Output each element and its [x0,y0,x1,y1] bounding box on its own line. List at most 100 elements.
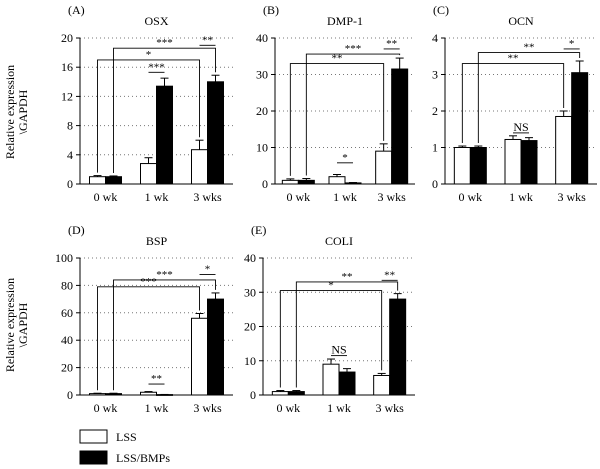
y-tick-label: 0 [67,388,73,402]
panel-title: COLI [325,234,353,248]
y-tick-label: 0 [67,177,73,191]
y-tick-label: 4 [432,31,438,45]
bar-lss [504,138,522,185]
panel-title: DMP-1 [327,14,363,28]
y-axis-title-line-2: \GAPDH [16,302,30,347]
panel-letter: (B) [263,3,279,17]
y-tick-label: 10 [256,141,268,155]
x-tick-label: 3 wks [375,401,404,415]
significance-bracket [295,281,399,388]
x-tick-label: 1 wk [145,190,169,204]
bar-lss-bmps [520,140,538,185]
significance-label: * [146,49,152,61]
bar-lss-bmps [207,81,224,185]
x-tick-label: 1 wk [327,401,351,415]
x-tick-label: 0 wk [94,190,118,204]
significance-bracket [97,59,200,173]
panel-letter: (D) [68,223,85,237]
significance-label: ** [202,34,213,46]
bar-lss-bmps [207,298,224,396]
x-tick-label: 0 wk [286,190,310,204]
significance-label: ** [151,373,162,385]
y-axis-title-line-1: Relative expression [3,65,17,159]
bar-lss-bmps [287,391,305,396]
x-tick-label: 1 wk [333,190,357,204]
panel-letter: (E) [251,223,266,237]
bar-lss-bmps [105,393,122,396]
bar-lss [89,176,106,185]
bar-lss [191,149,208,185]
bar-lss-bmps [105,176,122,185]
bar-lss-bmps [571,72,589,185]
legend-label-lss: LSS [116,430,137,444]
y-axis-title-line-2: \GAPDH [16,89,30,134]
y-tick-label: 12 [61,89,73,103]
x-tick-label: 1 wk [145,401,169,415]
bar-lss [328,176,346,185]
y-tick-label: 3 [432,68,438,82]
significance-bracket [305,53,401,176]
bar-lss [281,179,299,185]
significance-label: * [205,263,211,275]
y-tick-label: 100 [55,251,73,265]
y-axis-title-top: Relative expression \GAPDH [3,65,30,159]
bar-lss-bmps [344,182,362,185]
significance-label: ** [524,42,535,54]
y-tick-label: 40 [61,333,73,347]
significance-label: * [569,38,575,50]
y-tick-label: 20 [244,320,256,334]
x-tick-label: 3 wks [557,190,586,204]
x-tick-label: 0 wk [458,190,482,204]
legend-swatch-lss [79,429,108,444]
y-axis-title-bottom: Relative expression \GAPDH [3,278,30,372]
significance-label: * [328,280,334,292]
y-tick-label: 60 [61,306,73,320]
bar-lss [453,147,471,185]
panel-title: BSP [146,234,168,248]
significance-label: NS [513,120,528,134]
x-tick-label: 3 wks [193,190,222,204]
bar-lss-bmps [389,298,407,396]
significance-bracket [113,47,216,173]
x-tick-label: 1 wk [509,190,533,204]
significance-label: *** [156,37,173,49]
significance-label: *** [156,269,173,281]
y-tick-label: 20 [61,361,73,375]
significance-label: ** [342,271,353,283]
y-tick-label: 80 [61,278,73,292]
y-tick-label: 10 [244,354,256,368]
bar-lss-bmps [156,85,173,185]
bar-lss-bmps [469,147,487,185]
legend-swatch-lss-bmps [79,450,108,465]
y-tick-label: 40 [256,31,268,45]
significance-label: NS [331,343,346,357]
y-tick-label: 30 [256,68,268,82]
bar-lss [89,393,106,396]
significance-label: * [342,152,348,164]
y-tick-label: 0 [250,388,256,402]
bar-lss [555,115,573,185]
bar-lss [375,150,393,185]
significance-bracket [289,63,385,176]
bar-lss-bmps [391,68,409,185]
bar-lss-bmps [338,371,356,396]
y-tick-label: 0 [262,177,268,191]
bar-lss [322,363,340,396]
significance-bracket [97,286,200,391]
panel-letter: (A) [68,3,85,17]
bar-lss [140,163,157,185]
significance-bracket [113,279,216,391]
y-tick-label: 2 [432,104,438,118]
y-tick-label: 30 [244,285,256,299]
significance-bracket [279,290,383,388]
y-tick-label: 16 [61,60,73,74]
significance-label: ** [386,38,397,50]
significance-label: ** [508,53,519,65]
x-tick-label: 3 wks [377,190,406,204]
